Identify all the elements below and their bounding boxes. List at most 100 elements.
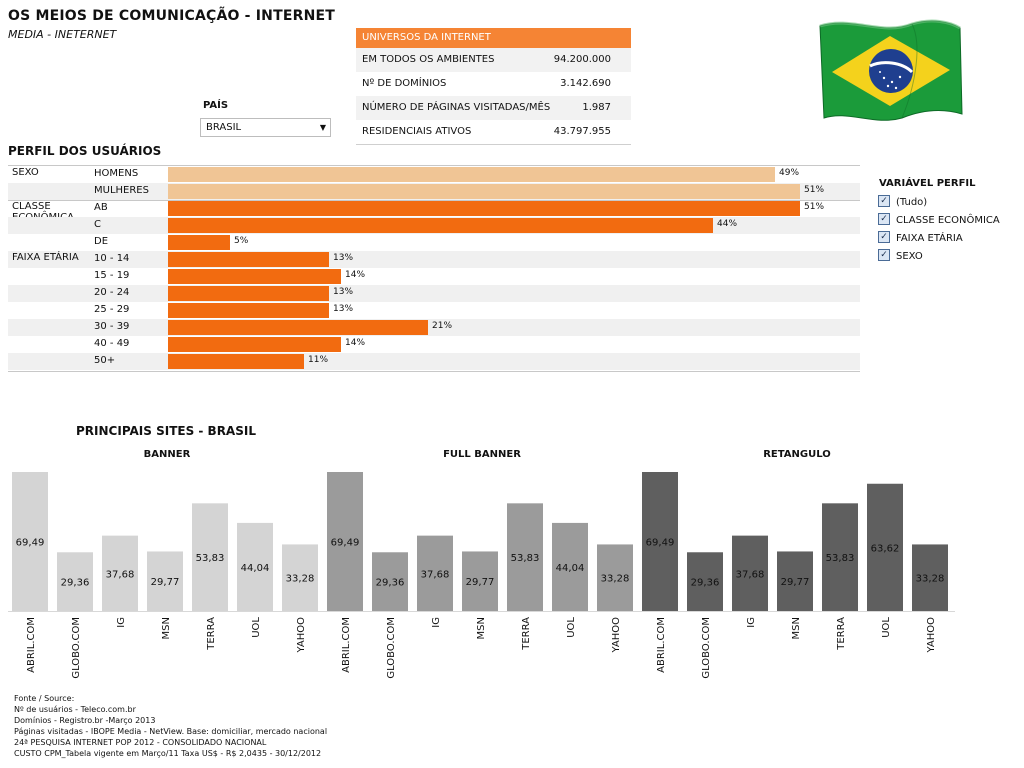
profile-category-label: 15 - 19	[94, 270, 130, 281]
site-bar	[507, 503, 543, 611]
page-subtitle: MEDIA - INETERNET	[8, 28, 117, 41]
universe-value: 1.987	[582, 102, 611, 113]
universe-header: UNIVERSOS DA INTERNET	[356, 28, 631, 48]
variable-filter-title: VARIÁVEL PERFIL	[879, 178, 976, 189]
profile-category-label: 20 - 24	[94, 287, 130, 298]
site-bar-value: 44,04	[556, 563, 585, 574]
site-bar-value: 53,83	[196, 553, 225, 564]
site-category-label: IG	[746, 617, 757, 628]
site-bar-value: 69,49	[331, 538, 360, 549]
site-bar	[687, 552, 723, 611]
site-bar-value: 33,28	[601, 574, 630, 585]
variable-filter-item[interactable]: ✓ (Tudo)	[878, 195, 927, 212]
checkbox-icon[interactable]: ✓	[878, 249, 890, 261]
profile-row: 25 - 29 13%	[8, 302, 860, 319]
profile-bar	[168, 235, 230, 250]
site-category-label: UOL	[251, 617, 262, 638]
universe-value: 94.200.000	[553, 54, 611, 65]
profile-category-label: 25 - 29	[94, 304, 130, 315]
site-bar	[237, 522, 273, 611]
profile-bar	[168, 218, 713, 233]
site-bar	[912, 544, 948, 611]
profile-row: CLASSE ECONÔMICAAB51%	[8, 200, 860, 223]
profile-bar	[168, 337, 341, 352]
profile-category-label: 10 - 14	[94, 253, 130, 264]
site-bar-value: 29,77	[466, 577, 495, 588]
site-category-label: ABRIL.COM	[656, 617, 667, 673]
site-category-label: GLOBO.COM	[71, 617, 82, 679]
site-bar	[282, 544, 318, 611]
profile-title: PERFIL DOS USUÁRIOS	[8, 144, 162, 158]
profile-row: 30 - 39 21%	[8, 319, 860, 336]
profile-bar-value: 21%	[432, 321, 453, 331]
site-bar	[822, 503, 858, 611]
site-category-label: GLOBO.COM	[701, 617, 712, 679]
site-category-label: GLOBO.COM	[386, 617, 397, 679]
source-line: Fonte / Source:	[14, 694, 75, 703]
universe-label: RESIDENCIAIS ATIVOS	[362, 126, 472, 137]
universe-value: 43.797.955	[553, 126, 611, 137]
profile-category-label: 30 - 39	[94, 321, 130, 332]
site-bar	[372, 552, 408, 611]
site-bar	[642, 472, 678, 611]
profile-row: 50+ 11%	[8, 353, 860, 370]
site-bar	[147, 551, 183, 611]
page-title: OS MEIOS DE COMUNICAÇÃO - INTERNET	[8, 8, 336, 24]
checkbox-icon[interactable]: ✓	[878, 213, 890, 225]
site-bar	[462, 551, 498, 611]
profile-bar-value: 5%	[234, 236, 249, 246]
site-bar	[192, 503, 228, 611]
site-bar	[777, 551, 813, 611]
profile-bar-value: 13%	[333, 253, 354, 263]
site-bar	[57, 552, 93, 611]
profile-category-label: 50+	[94, 355, 116, 366]
profile-row: FAIXA ETÁRIA 10 - 14 13%	[8, 251, 860, 268]
site-bar	[867, 483, 903, 611]
profile-group-label: SEXO	[12, 167, 39, 178]
site-bar	[732, 535, 768, 611]
source-line: Nº de usuários - Teleco.com.br	[14, 705, 136, 714]
site-bar-value: 29,77	[151, 577, 180, 588]
site-category-label: MSN	[476, 617, 487, 639]
profile-category-label: MULHERES	[94, 185, 149, 196]
checkbox-icon[interactable]: ✓	[878, 231, 890, 243]
profile-bar-value: 13%	[333, 287, 354, 297]
profile-bar	[168, 354, 304, 369]
site-bar-value: 44,04	[241, 563, 270, 574]
panel-title: BANNER	[143, 449, 191, 460]
site-bar-value: 29,36	[61, 578, 90, 589]
internet-universe-table: UNIVERSOS DA INTERNET EM TODOS OS AMBIEN…	[356, 28, 631, 145]
profile-row: DE 5%	[8, 234, 860, 251]
source-notes: Fonte / Source: Nº de usuários - Teleco.c…	[14, 693, 327, 759]
universe-row: Nº DE DOMÍNIOS 3.142.690	[356, 72, 631, 96]
site-bar-value: 37,68	[106, 569, 135, 580]
country-select[interactable]: BRASIL ▼	[200, 118, 331, 137]
site-bar	[552, 522, 588, 611]
universe-row: EM TODOS OS AMBIENTES 94.200.000	[356, 48, 631, 72]
variable-filter-item[interactable]: ✓ CLASSE ECONÔMICA	[878, 213, 1000, 230]
profile-category-label: DE	[94, 236, 109, 247]
site-bar	[597, 544, 633, 611]
profile-bar-value: 14%	[345, 270, 366, 280]
site-category-label: MSN	[791, 617, 802, 639]
panel-title: RETANGULO	[763, 449, 831, 460]
variable-filter-label: CLASSE ECONÔMICA	[896, 215, 1000, 226]
variable-filter-item[interactable]: ✓ SEXO	[878, 249, 923, 266]
site-category-label: ABRIL.COM	[341, 617, 352, 673]
brazil-flag-icon	[812, 14, 968, 124]
profile-category-label: HOMENS	[94, 168, 139, 179]
profile-bar-value: 13%	[333, 304, 354, 314]
profile-bar	[168, 167, 775, 182]
profile-bar	[168, 201, 800, 216]
variable-filter-item[interactable]: ✓ FAIXA ETÁRIA	[878, 231, 963, 248]
profile-bar	[168, 184, 800, 199]
source-line: Domínios - Registro.br -Março 2013	[14, 716, 156, 725]
checkbox-icon[interactable]: ✓	[878, 195, 890, 207]
profile-bar-value: 11%	[308, 355, 329, 365]
sites-bar-chart: 69,49 ABRIL.COM 29,36 GLOBO.COM 37,68 IG 29,77…	[8, 472, 955, 679]
site-category-label: TERRA	[206, 617, 217, 651]
site-category-label: TERRA	[521, 617, 532, 651]
site-bar-value: 53,83	[511, 553, 540, 564]
country-select-value: BRASIL	[206, 122, 242, 133]
